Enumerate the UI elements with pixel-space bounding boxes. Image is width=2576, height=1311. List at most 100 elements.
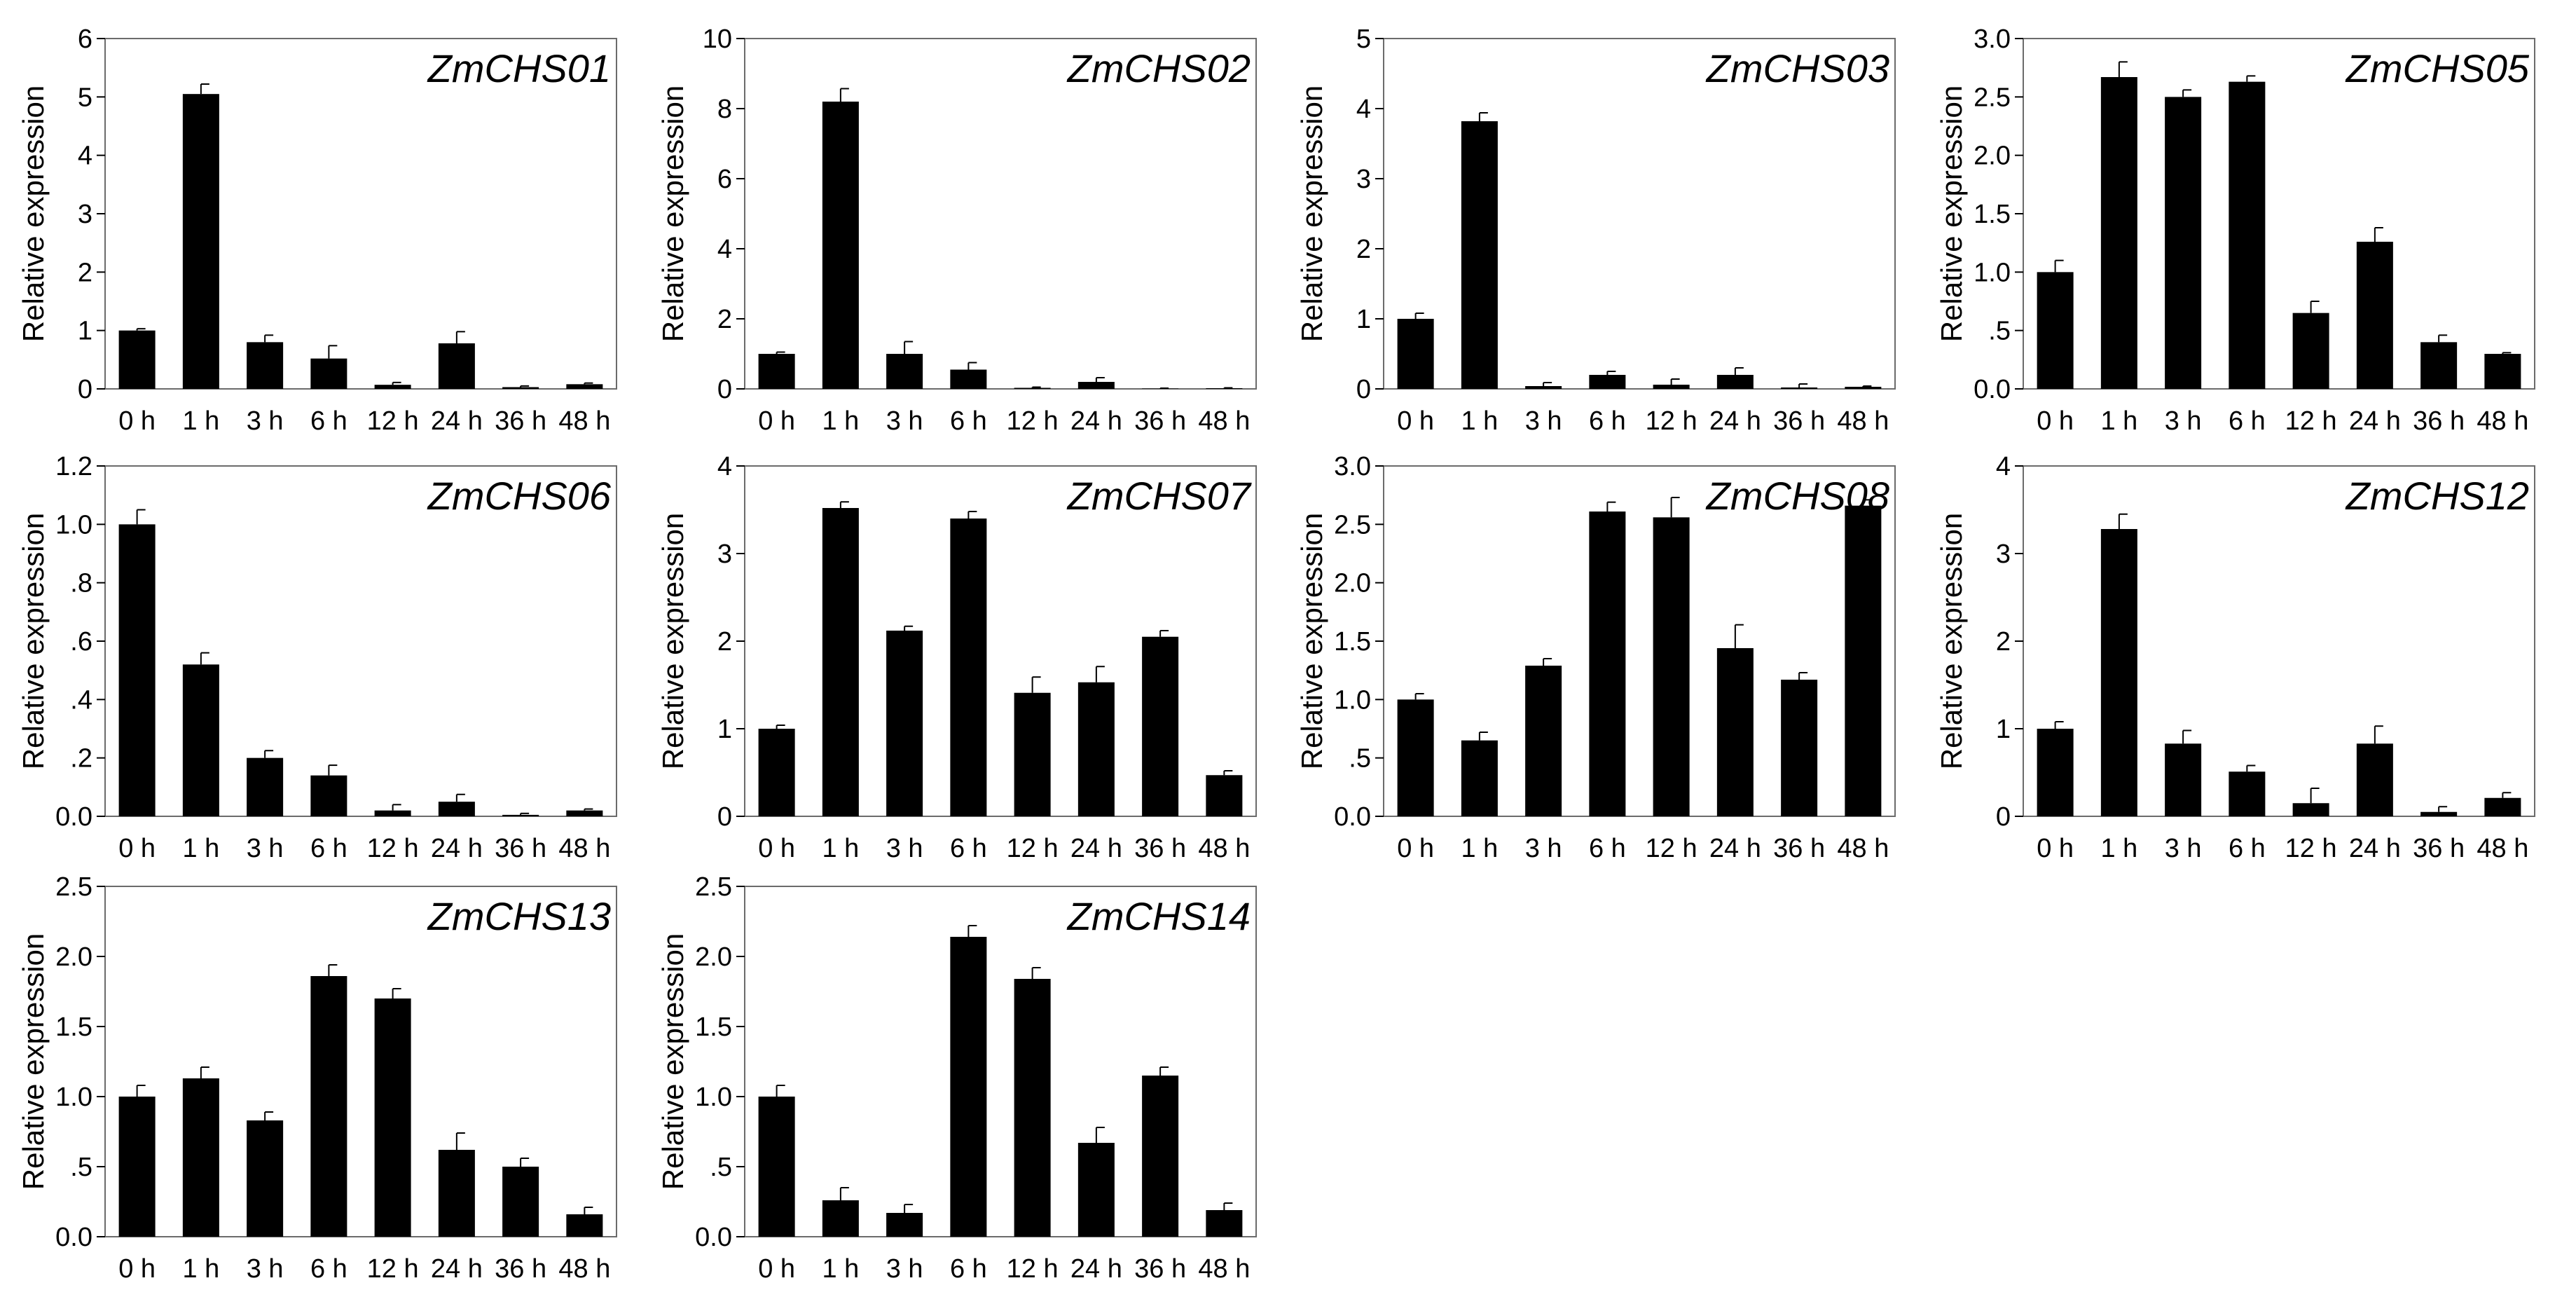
bar bbox=[2229, 771, 2266, 816]
bar bbox=[2356, 242, 2393, 389]
bar bbox=[247, 1120, 284, 1237]
plot-frame bbox=[2023, 38, 2535, 390]
x-tick-label: 24 h bbox=[1709, 834, 1761, 863]
bar bbox=[566, 810, 603, 816]
bar bbox=[1206, 1210, 1243, 1237]
y-tick-label: 3.0 bbox=[1974, 25, 2011, 54]
bar bbox=[1781, 387, 1818, 389]
x-tick-label: 6 h bbox=[1589, 406, 1626, 436]
bar bbox=[2420, 811, 2458, 816]
x-tick-label: 36 h bbox=[1773, 406, 1825, 436]
x-tick-label: 1 h bbox=[182, 1254, 219, 1284]
x-tick-label: 3 h bbox=[886, 834, 923, 863]
bar bbox=[1589, 375, 1626, 389]
bar bbox=[758, 1097, 795, 1237]
x-tick-label: 6 h bbox=[310, 834, 347, 863]
y-tick-label: .5 bbox=[1988, 317, 2011, 346]
y-tick-label: 2.0 bbox=[55, 942, 92, 972]
y-tick-label: 0 bbox=[78, 375, 92, 404]
bar bbox=[1077, 682, 1115, 816]
x-tick-label: 12 h bbox=[1007, 834, 1059, 863]
y-tick-label: .4 bbox=[70, 685, 92, 715]
bar bbox=[822, 1200, 859, 1237]
x-tick-label: 6 h bbox=[950, 1254, 987, 1284]
y-tick-label: 3 bbox=[1356, 165, 1371, 194]
x-tick-label: 36 h bbox=[1134, 834, 1186, 863]
chart-panel: 0.0 .5 1.0 1.5 2.0 2.5 Relative expression ZmCH… bbox=[656, 872, 1257, 1284]
y-tick-label: 1.5 bbox=[1974, 200, 2011, 229]
plot-frame bbox=[744, 38, 1257, 390]
bar bbox=[374, 385, 411, 389]
bar bbox=[2165, 743, 2202, 816]
plot-frame bbox=[2023, 465, 2535, 817]
bar bbox=[886, 631, 923, 816]
x-tick-label: 48 h bbox=[558, 406, 610, 436]
y-tick-label: 1 bbox=[1996, 715, 2011, 744]
bar bbox=[566, 384, 603, 389]
x-tick-label: 48 h bbox=[558, 834, 610, 863]
y-tick-label: 3.0 bbox=[1334, 452, 1371, 481]
bar bbox=[438, 802, 475, 816]
y-tick-label: 6 bbox=[78, 25, 92, 54]
bar bbox=[1014, 387, 1051, 389]
x-tick-label: 1 h bbox=[182, 406, 219, 436]
x-tick-label: 48 h bbox=[1198, 406, 1250, 436]
y-tick-label: 4 bbox=[717, 452, 732, 481]
x-tick-label: 6 h bbox=[950, 834, 987, 863]
x-tick-label: 6 h bbox=[310, 1254, 347, 1284]
x-tick-label: 0 h bbox=[758, 834, 795, 863]
chart-title: ZmCHS05 bbox=[2345, 46, 2530, 90]
x-tick-label: 36 h bbox=[495, 406, 546, 436]
x-tick-label: 12 h bbox=[367, 834, 419, 863]
bar bbox=[1077, 1143, 1115, 1237]
y-tick-label: 8 bbox=[717, 95, 732, 124]
chart-panel: 0 1 2 3 4 5 6 Relative expression ZmCHS01 0 h 1 h 3… bbox=[17, 25, 617, 436]
bar bbox=[2037, 272, 2074, 389]
chart-panel: 0 1 2 3 4 Relative expression ZmCHS12 0 h 1 h 3 h… bbox=[1935, 452, 2535, 863]
y-tick-label: 2 bbox=[717, 627, 732, 657]
y-tick-label: 4 bbox=[78, 142, 92, 171]
y-axis-label: Relative expression bbox=[1295, 85, 1328, 343]
bar bbox=[1716, 375, 1754, 389]
bar bbox=[502, 387, 539, 389]
bar bbox=[822, 102, 859, 389]
y-axis-label: Relative expression bbox=[656, 85, 689, 343]
bar bbox=[2356, 743, 2393, 816]
bar bbox=[438, 343, 475, 389]
plot-frame bbox=[104, 38, 617, 390]
chart-title: ZmCHS13 bbox=[427, 894, 611, 938]
plot-frame bbox=[104, 465, 617, 817]
x-tick-label: 12 h bbox=[1646, 834, 1697, 863]
bar bbox=[1461, 740, 1498, 816]
x-tick-label: 6 h bbox=[1589, 834, 1626, 863]
x-tick-label: 1 h bbox=[822, 406, 859, 436]
x-tick-label: 36 h bbox=[1773, 834, 1825, 863]
x-tick-label: 24 h bbox=[2349, 406, 2401, 436]
y-tick-label: 1 bbox=[717, 715, 732, 744]
x-tick-label: 3 h bbox=[247, 834, 284, 863]
bar bbox=[1845, 505, 1882, 816]
chart-title: ZmCHS14 bbox=[1066, 894, 1251, 938]
y-tick-label: 0.0 bbox=[1974, 375, 2011, 404]
bar bbox=[118, 1097, 156, 1237]
y-tick-label: 2.5 bbox=[1974, 83, 2011, 112]
bar bbox=[886, 354, 923, 389]
x-tick-label: 48 h bbox=[2477, 406, 2528, 436]
x-tick-label: 36 h bbox=[1134, 1254, 1186, 1284]
y-tick-label: 2 bbox=[1356, 235, 1371, 264]
plot-frame bbox=[744, 886, 1257, 1237]
y-tick-label: 0 bbox=[717, 802, 732, 832]
x-tick-label: 48 h bbox=[1837, 406, 1889, 436]
y-tick-label: 1.5 bbox=[55, 1013, 92, 1042]
y-tick-label: 2.0 bbox=[1974, 142, 2011, 171]
bar bbox=[950, 519, 987, 816]
y-tick-label: 5 bbox=[78, 83, 92, 112]
y-tick-label: 2.0 bbox=[1334, 569, 1371, 598]
bar bbox=[2229, 81, 2266, 390]
x-tick-label: 24 h bbox=[431, 834, 483, 863]
bar bbox=[1142, 1076, 1179, 1237]
y-tick-label: 2 bbox=[717, 305, 732, 334]
chart-panel: 0 1 2 3 4 5 Relative expression ZmCHS03 0 h 1 h 3 … bbox=[1295, 25, 1896, 436]
x-tick-label: 36 h bbox=[495, 1254, 546, 1284]
